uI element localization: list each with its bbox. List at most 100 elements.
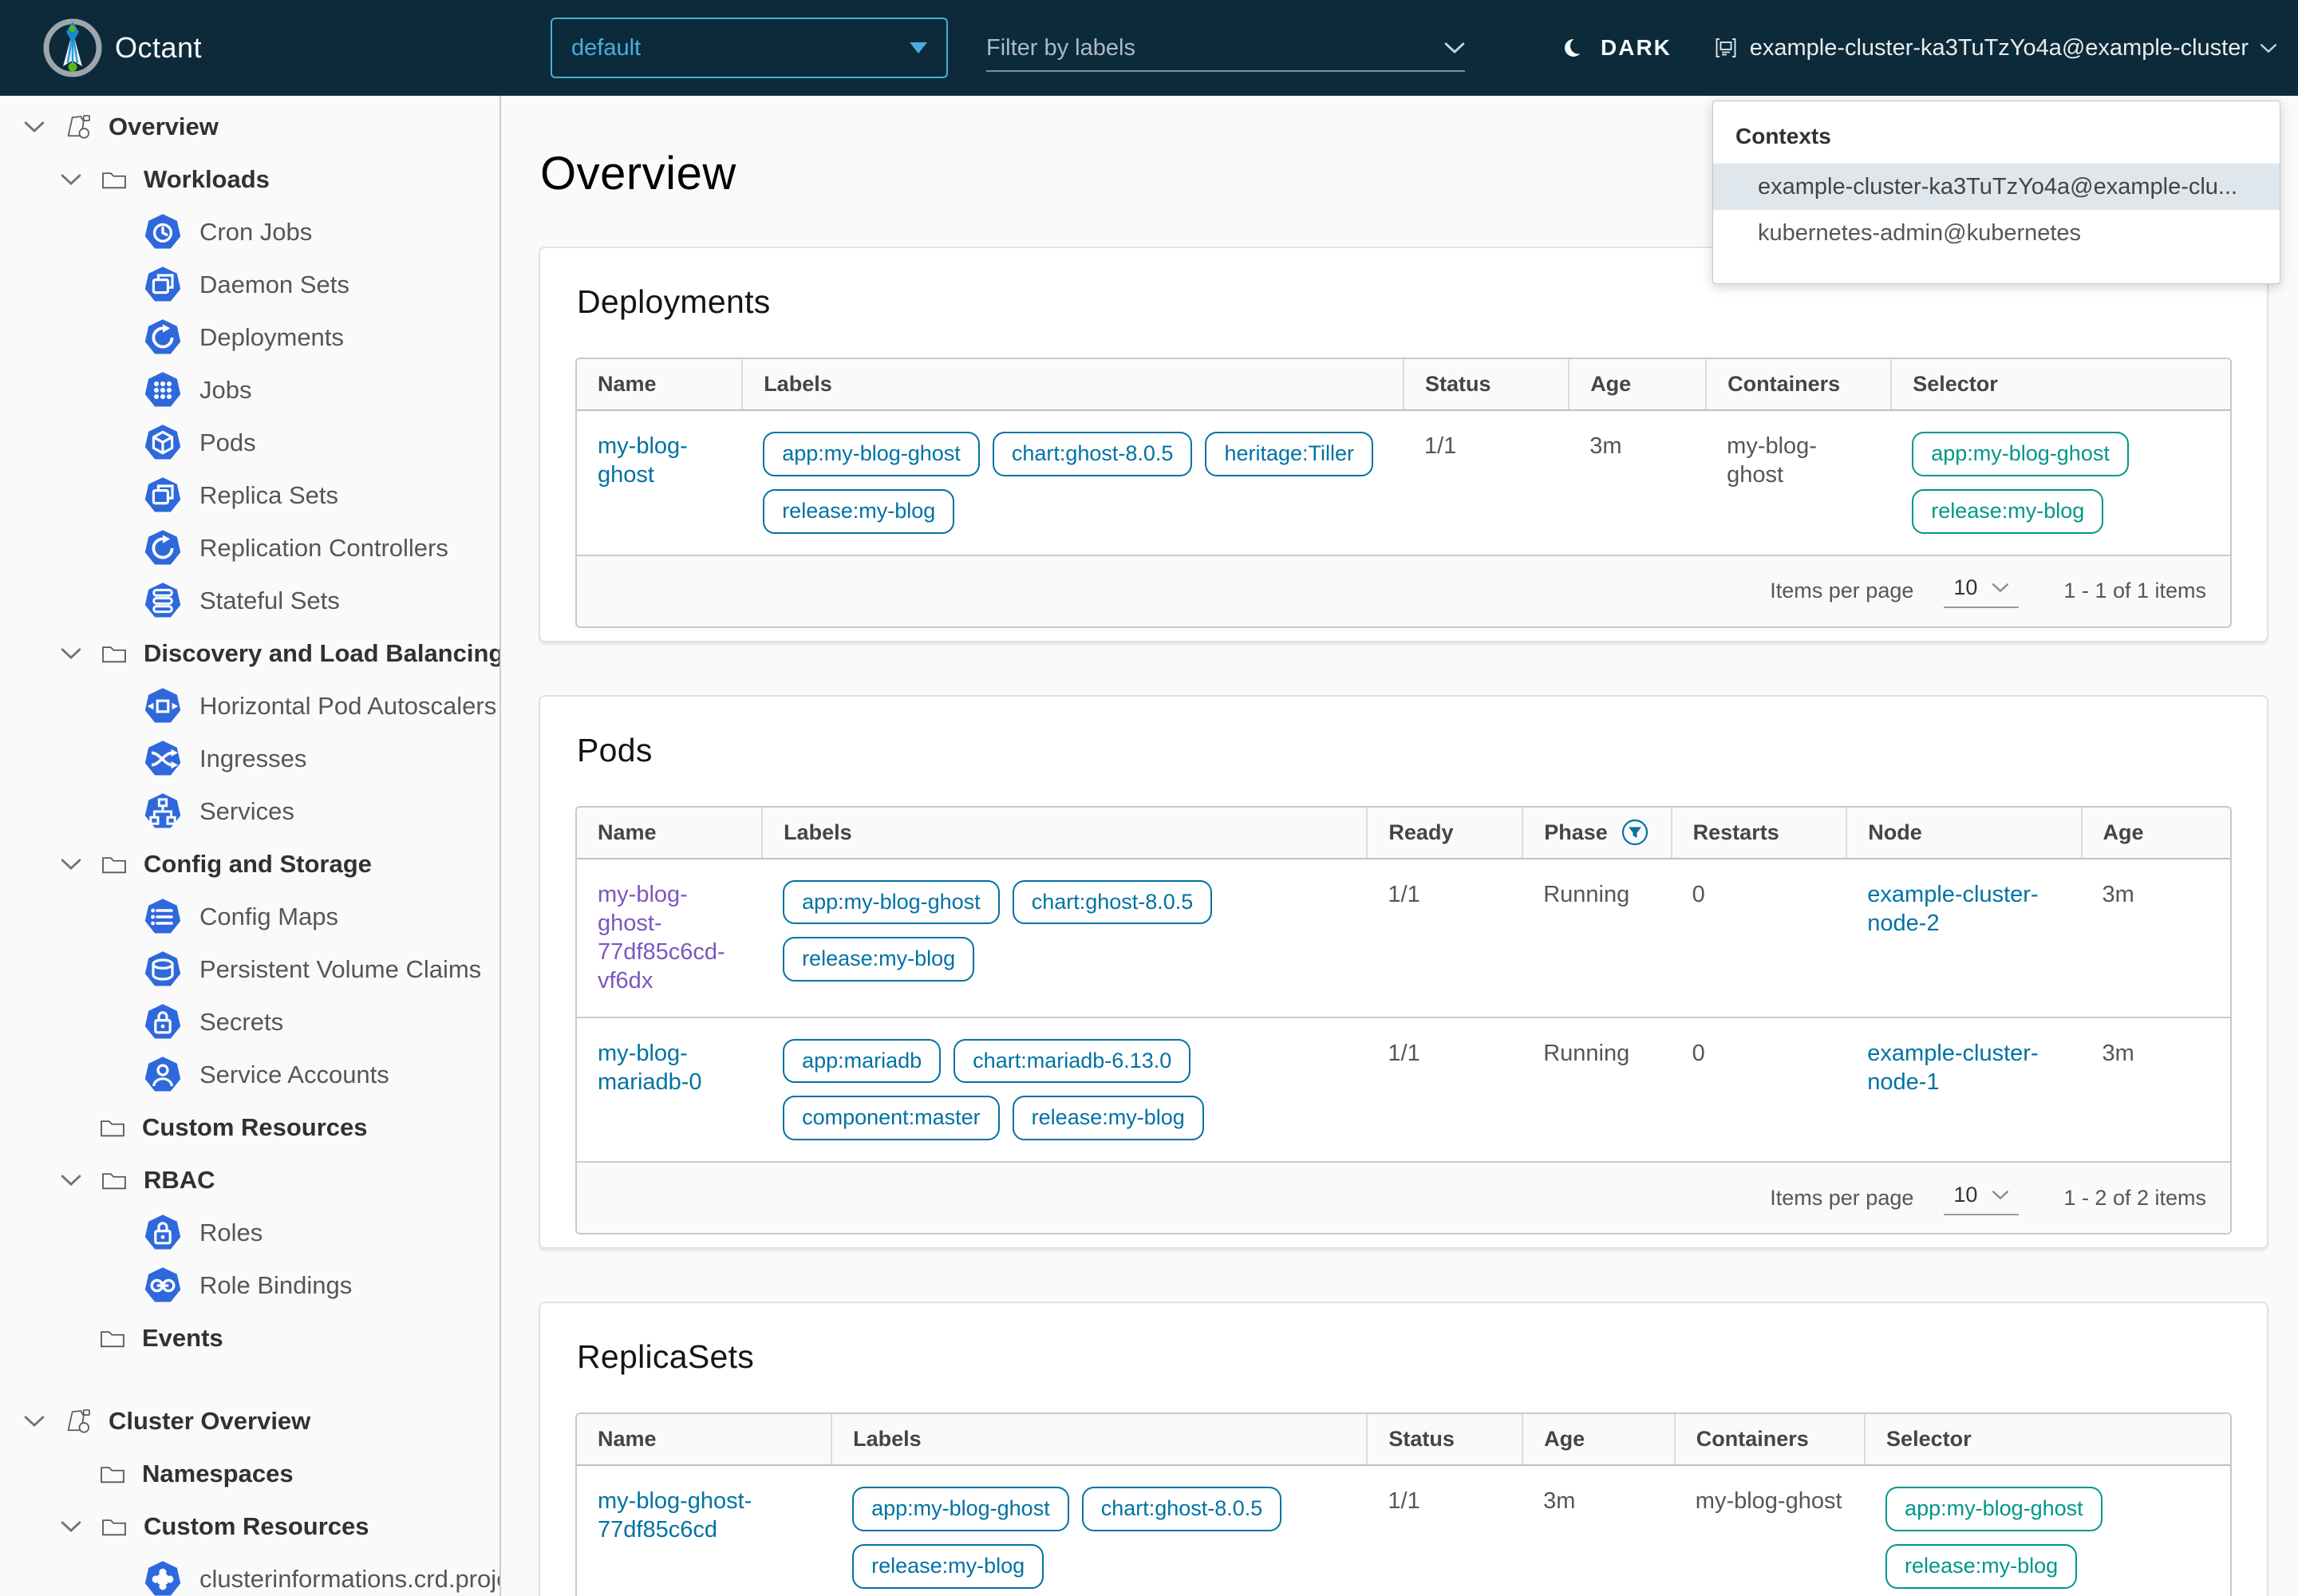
pods-title: Pods [577,731,653,768]
sidebar-item-jobs[interactable]: Jobs [0,364,499,417]
label-badge[interactable]: release:my-blog [783,937,975,982]
label-badge[interactable]: chart:mariadb-6.13.0 [954,1038,1191,1084]
sidebar-item-ingresses[interactable]: Ingresses [0,733,499,785]
chevron-down-icon[interactable] [1444,41,1465,54]
phase-filter-icon[interactable] [1621,818,1649,847]
chevron-down-icon[interactable] [61,173,81,186]
pagination: Items per page 10 1 - 1 of 1 items [577,554,2230,626]
sidebar-item-clusterinformations[interactable]: clusterinformations.crd.projec [0,1553,499,1596]
pod-link[interactable]: my-blog-mariadb-0 [598,1040,702,1095]
sidebar-item-stateful-sets[interactable]: Stateful Sets [0,575,499,627]
sidebar-group-discovery[interactable]: Discovery and Load Balancing [0,627,499,680]
sidebar-item-cluster-overview[interactable]: Cluster Overview [0,1395,499,1448]
label-badge[interactable]: chart:ghost-8.0.5 [992,432,1193,476]
sidebar-item-deployments[interactable]: Deployments [0,311,499,364]
chevron-down-icon[interactable] [61,647,81,660]
label-badge[interactable]: chart:ghost-8.0.5 [1081,1487,1282,1531]
sidebar-item-replication-controllers[interactable]: Replication Controllers [0,522,499,575]
sidebar-item-cron-jobs[interactable]: Cron Jobs [0,206,499,259]
label-badge[interactable]: app:my-blog-ghost [852,1487,1069,1531]
sidebar-group-custom-resources[interactable]: Custom Resources [0,1101,499,1154]
theme-toggle-label: DARK [1601,35,1672,60]
sidebar-group-rbac[interactable]: RBAC [0,1154,499,1207]
phase-cell: Running [1522,858,1672,1017]
age-cell: 3m [1569,410,1707,555]
node-link[interactable]: example-cluster-node-2 [1867,881,2039,936]
sidebar-item-roles[interactable]: Roles [0,1207,499,1259]
column-header: Ready [1366,807,1523,859]
deployment-link[interactable]: my-blog-ghost [598,433,688,488]
sidebar-item-overview[interactable]: Overview [0,101,499,153]
sidebar-group-cluster-custom-resources[interactable]: Custom Resources [0,1500,499,1553]
node-link[interactable]: example-cluster-node-1 [1867,1040,2039,1095]
deployments-table: Name Labels Status Age Containers Select… [575,358,2232,628]
sidebar-item-pods[interactable]: Pods [0,417,499,469]
page-title: Overview [540,148,736,200]
column-header: Node [1846,807,2082,859]
context-menu-item[interactable]: kubernetes-admin@kubernetes [1758,220,2082,246]
sidebar-item-hpa[interactable]: Horizontal Pod Autoscalers [0,680,499,733]
selector-badge[interactable]: release:my-blog [1885,1543,2078,1589]
items-per-page-select[interactable]: 10 [1944,1181,2020,1215]
table-row: my-blog-mariadb-0 app:mariadb chart:mari… [577,1016,2230,1161]
sidebar-item-replica-sets[interactable]: Replica Sets [0,469,499,522]
column-header: Containers [1705,359,1892,411]
theme-toggle[interactable]: DARK [1561,0,1672,96]
chevron-down-icon[interactable] [24,1415,45,1428]
containers-cell: my-blog-ghost [1706,410,1892,555]
containers-cell: my-blog-ghost [1674,1465,1866,1596]
context-menu-item[interactable]: example-cluster-ka3TuTzYo4a@example-clu.… [1713,164,2280,210]
column-header: Labels [741,359,1404,411]
label-badge[interactable]: release:my-blog [763,488,955,534]
service-accounts-icon [144,1056,182,1094]
app-title: Octant [115,31,203,64]
column-header: Restarts [1670,807,1847,859]
label-badge[interactable]: chart:ghost-8.0.5 [1012,879,1213,925]
sidebar-item-daemon-sets[interactable]: Daemon Sets [0,259,499,311]
chevron-down-icon[interactable] [61,1174,81,1187]
sidebar-group-workloads[interactable]: Workloads [0,153,499,206]
label-badge[interactable]: app:my-blog-ghost [783,879,1000,925]
sidebar-item-pvc[interactable]: Persistent Volume Claims [0,943,499,996]
selector-badge[interactable]: app:my-blog-ghost [1885,1487,2103,1531]
items-per-page-select[interactable]: 10 [1944,574,2020,608]
column-header: Age [2080,807,2230,859]
contexts-menu: Contexts example-cluster-ka3TuTzYo4a@exa… [1712,101,2280,284]
deployments-icon [144,318,182,357]
label-filter-input[interactable] [986,34,1444,61]
label-badge[interactable]: heritage:Tiller [1205,432,1374,476]
label-badge[interactable]: app:my-blog-ghost [763,432,980,476]
folder-icon [101,1515,128,1539]
chevron-down-icon[interactable] [24,120,45,133]
namespace-select[interactable]: default [551,18,948,78]
sidebar-group-config-storage[interactable]: Config and Storage [0,838,499,891]
caret-down-icon [910,42,927,53]
contexts-menu-title: Contexts [1735,124,1831,148]
label-badge[interactable]: release:my-blog [852,1543,1044,1589]
folder-icon [101,642,128,666]
sidebar-group-events[interactable]: Events [0,1312,499,1365]
selector-badge[interactable]: release:my-blog [1912,488,2104,534]
restarts-cell: 0 [1671,858,1847,1017]
selector-badge[interactable]: app:my-blog-ghost [1912,432,2129,476]
crd-icon [144,1560,182,1596]
moon-icon [1565,38,1586,57]
sidebar-item-secrets[interactable]: Secrets [0,996,499,1049]
sidebar-item-role-bindings[interactable]: Role Bindings [0,1259,499,1312]
chevron-down-icon[interactable] [61,858,81,871]
sidebar-group-namespaces[interactable]: Namespaces [0,1448,499,1500]
chevron-down-icon[interactable] [61,1520,81,1533]
column-header: Containers [1673,1414,1866,1466]
column-header: Age [1522,1414,1675,1466]
sidebar-item-services[interactable]: Services [0,785,499,838]
label-badge[interactable]: component:master [783,1096,1000,1140]
sidebar-item-service-accounts[interactable]: Service Accounts [0,1049,499,1101]
context-switcher[interactable]: example-cluster-ka3TuTzYo4a@example-clus… [1713,0,2277,96]
sidebar-item-config-maps[interactable]: Config Maps [0,891,499,943]
label-badge[interactable]: app:mariadb [783,1038,942,1084]
ingresses-icon [144,740,182,778]
column-header: Labels [761,807,1368,859]
replicaset-link[interactable]: my-blog-ghost-77df85c6cd [598,1488,752,1543]
label-badge[interactable]: release:my-blog [1012,1096,1204,1140]
pod-link[interactable]: my-blog-ghost-77df85c6cd-vf6dx [598,881,725,994]
